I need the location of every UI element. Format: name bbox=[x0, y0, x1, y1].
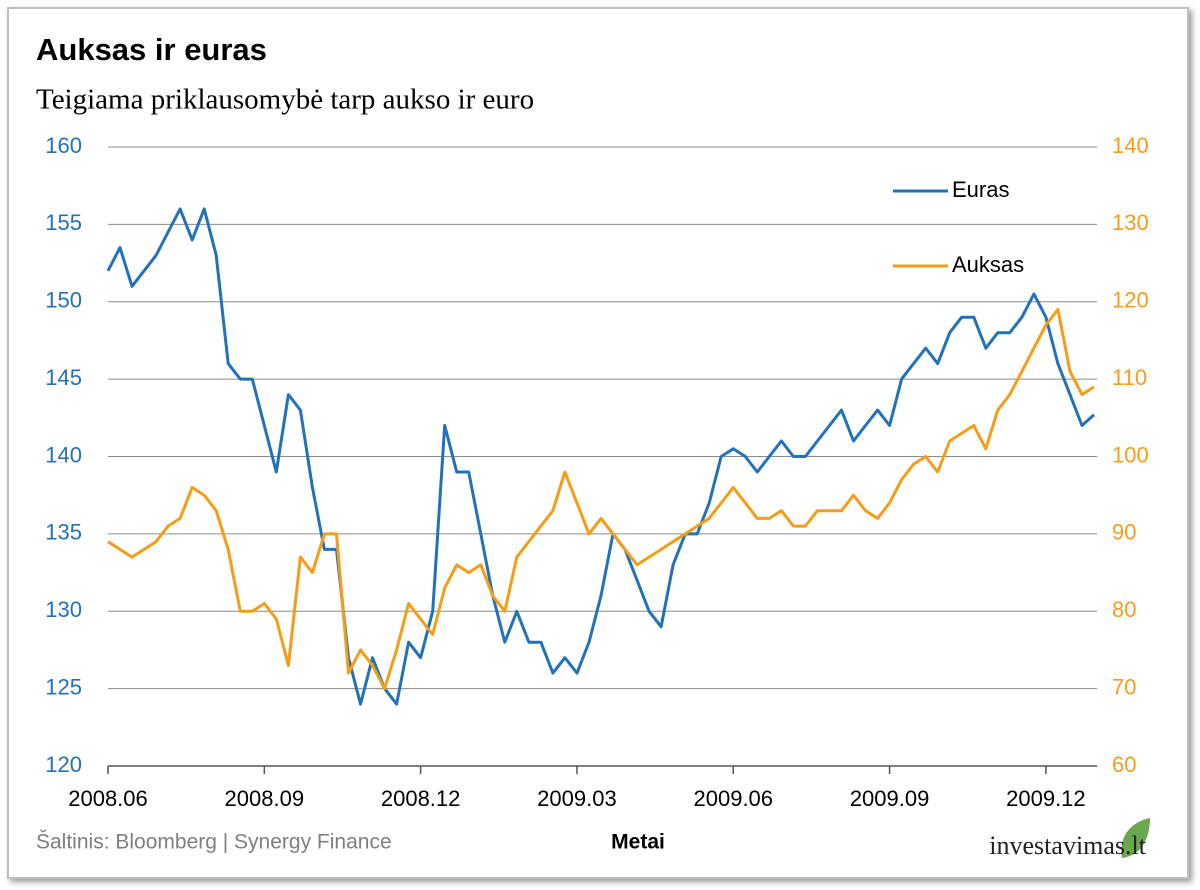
y2-tick-label: 60 bbox=[1112, 752, 1136, 777]
series-line bbox=[107, 308, 1095, 691]
x-tick-label: 2008.06 bbox=[68, 786, 148, 811]
y-tick-label: 120 bbox=[45, 752, 82, 777]
y-tick-label: 150 bbox=[45, 288, 82, 313]
y2-tick-label: 130 bbox=[1112, 210, 1149, 235]
y-tick-label: 135 bbox=[45, 520, 82, 545]
y2-tick-label: 140 bbox=[1112, 133, 1149, 158]
y2-tick-label: 90 bbox=[1112, 520, 1136, 545]
x-tick-label: 2009.03 bbox=[537, 786, 617, 811]
x-tick-label: 2009.06 bbox=[694, 786, 774, 811]
series-line bbox=[106, 207, 1096, 706]
brand-leaf bbox=[1121, 818, 1150, 858]
frame bbox=[7, 7, 1189, 879]
y2-tick-label: 70 bbox=[1112, 674, 1136, 699]
x-tick-label: 2008.09 bbox=[225, 786, 305, 811]
y-tick-label: 125 bbox=[45, 674, 82, 699]
source: Šaltinis: Bloomberg | Synergy Finance bbox=[36, 831, 392, 854]
brand: investavimas.lt bbox=[989, 831, 1146, 860]
y-tick-label: 130 bbox=[45, 597, 82, 622]
legend-label: Euras bbox=[952, 177, 1009, 202]
x-tick-label: 2008.12 bbox=[381, 786, 461, 811]
y2-tick-label: 100 bbox=[1112, 442, 1149, 467]
y-tick-label: 160 bbox=[45, 133, 82, 158]
y-tick-label: 140 bbox=[45, 442, 82, 467]
legend-label: Auksas bbox=[952, 252, 1024, 277]
x-axis-label: Metai bbox=[611, 831, 665, 854]
y2-tick-label: 110 bbox=[1112, 365, 1147, 390]
y-tick-label: 155 bbox=[45, 210, 82, 235]
y2-tick-label: 120 bbox=[1112, 288, 1149, 313]
x-tick-label: 2009.09 bbox=[850, 786, 930, 811]
y-tick-label: 145 bbox=[45, 365, 82, 390]
x-tick-label: 2009.12 bbox=[1006, 786, 1086, 811]
y2-tick-label: 80 bbox=[1112, 597, 1136, 622]
chart-title: Auksas ir euras bbox=[36, 32, 267, 67]
chart-subtitle: Teigiama priklausomybė tarp aukso ir eur… bbox=[36, 84, 534, 116]
